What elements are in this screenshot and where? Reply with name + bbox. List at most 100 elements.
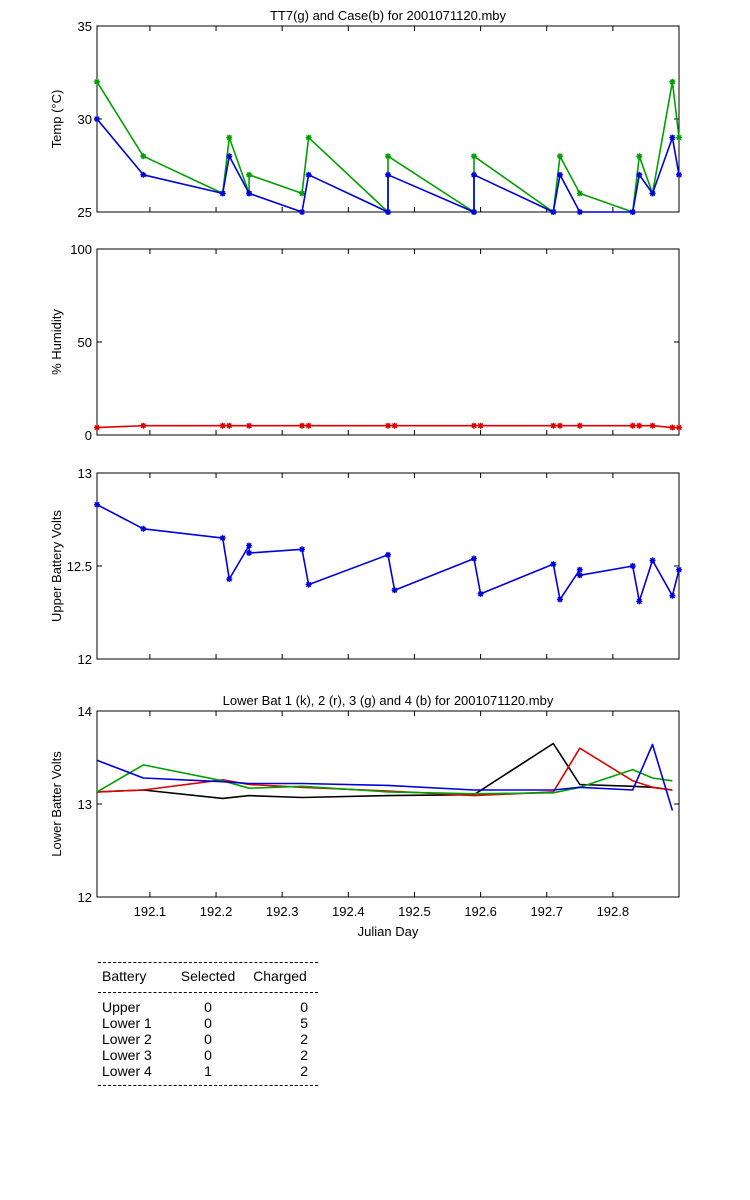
y-tick-label: 100 [70, 242, 92, 257]
data-point [385, 153, 391, 160]
data-point [385, 209, 391, 215]
y-tick-label: 35 [78, 19, 92, 34]
cell-selected: 0 [204, 1047, 212, 1063]
cell-charged: 5 [300, 1015, 308, 1031]
data-point [636, 171, 643, 178]
x-tick-label: 192.8 [597, 904, 630, 919]
x-tick-label: 192.5 [398, 904, 431, 919]
data-point [470, 422, 477, 429]
data-point [94, 78, 100, 85]
data-point [219, 535, 226, 542]
data-point [385, 422, 391, 429]
data-point [385, 171, 391, 178]
chart-panel-4 [96, 710, 680, 898]
table-row: Lower 2 0 2 [98, 1031, 318, 1047]
data-point [470, 153, 477, 160]
y-tick-label: 12 [78, 652, 92, 667]
plot-frame [96, 710, 680, 898]
data-point [470, 171, 477, 178]
cell-selected: 1 [204, 1063, 212, 1079]
data-point [94, 116, 100, 122]
data-point [140, 153, 147, 160]
data-point [226, 153, 233, 160]
table-row: Upper 0 0 [98, 999, 318, 1015]
data-point [246, 422, 253, 429]
data-point [477, 422, 484, 429]
data-point [629, 209, 636, 215]
data-point [556, 153, 563, 160]
y-tick-label: 30 [78, 112, 92, 127]
y-tick-label: 50 [78, 335, 92, 350]
data-point [576, 566, 583, 573]
data-point [550, 209, 557, 215]
data-point [299, 422, 306, 429]
data-point [94, 424, 100, 431]
series-line-lower-3 [96, 764, 673, 795]
cell-charged: 2 [300, 1063, 308, 1079]
header-charged: Charged [253, 968, 307, 984]
x-tick-label: 192.7 [530, 904, 563, 919]
data-point [669, 134, 676, 141]
series-line-tt7 [96, 81, 680, 213]
data-point [219, 190, 226, 197]
table-body: Upper 0 0 Lower 1 0 5 Lower 2 0 2 Lower … [98, 993, 318, 1085]
y-tick-label: 12 [78, 890, 92, 905]
data-point [477, 590, 484, 597]
data-point [299, 546, 306, 553]
data-point [299, 190, 306, 197]
data-point [636, 153, 643, 160]
y-axis-label: Lower Batter Volts [49, 751, 64, 857]
plot-frame [96, 248, 680, 436]
y-tick-label: 13 [78, 466, 92, 481]
y-axis-label: % Humidity [49, 309, 64, 375]
data-point [676, 134, 682, 141]
y-axis-label: Upper Battery Volts [49, 510, 64, 622]
table-top-rule [98, 962, 318, 963]
table-header: Battery Selected Charged [98, 963, 318, 992]
cell-battery: Lower 1 [102, 1015, 152, 1031]
y-tick-label: 14 [78, 704, 92, 719]
data-point [470, 209, 477, 215]
data-point [246, 171, 253, 178]
x-tick-label: 192.6 [464, 904, 497, 919]
x-tick-label: 192.3 [266, 904, 299, 919]
data-point [305, 422, 312, 429]
data-point [649, 190, 656, 197]
y-tick-label: 12.5 [67, 559, 92, 574]
battery-table: Battery Selected Charged Upper 0 0 Lower… [98, 962, 318, 1086]
data-point [550, 422, 557, 429]
chart-panel-1 [94, 25, 682, 215]
data-point [676, 171, 682, 178]
charts-figure: TT7(g) and Case(b) for 2001071120.mby 25 3… [49, 8, 682, 939]
cell-battery: Lower 2 [102, 1031, 152, 1047]
chart-title: TT7(g) and Case(b) for 2001071120.mby [270, 8, 507, 23]
data-point [219, 422, 226, 429]
table-row: Lower 3 0 2 [98, 1047, 318, 1063]
x-tick-label: 192.4 [332, 904, 365, 919]
header-selected: Selected [180, 968, 236, 984]
data-point [676, 566, 682, 573]
x-tick-label: 192.2 [200, 904, 233, 919]
data-point [676, 424, 682, 431]
data-point [669, 592, 676, 599]
data-point [556, 171, 563, 178]
data-point [391, 587, 398, 594]
data-point [636, 598, 643, 605]
cell-charged: 0 [300, 999, 308, 1015]
data-point [576, 190, 583, 197]
cell-charged: 2 [300, 1047, 308, 1063]
cell-battery: Upper [102, 999, 141, 1015]
y-tick-label: 13 [78, 797, 92, 812]
data-point [669, 424, 676, 431]
cell-selected: 0 [204, 1015, 212, 1031]
data-point [629, 422, 636, 429]
data-point [385, 551, 391, 558]
y-axis-label: Temp (°C) [49, 90, 64, 149]
data-point [556, 422, 563, 429]
header-battery: Battery [102, 968, 147, 984]
data-point [226, 134, 233, 141]
data-point [576, 422, 583, 429]
data-point [305, 134, 312, 141]
data-point [629, 563, 636, 569]
data-point [550, 561, 557, 568]
